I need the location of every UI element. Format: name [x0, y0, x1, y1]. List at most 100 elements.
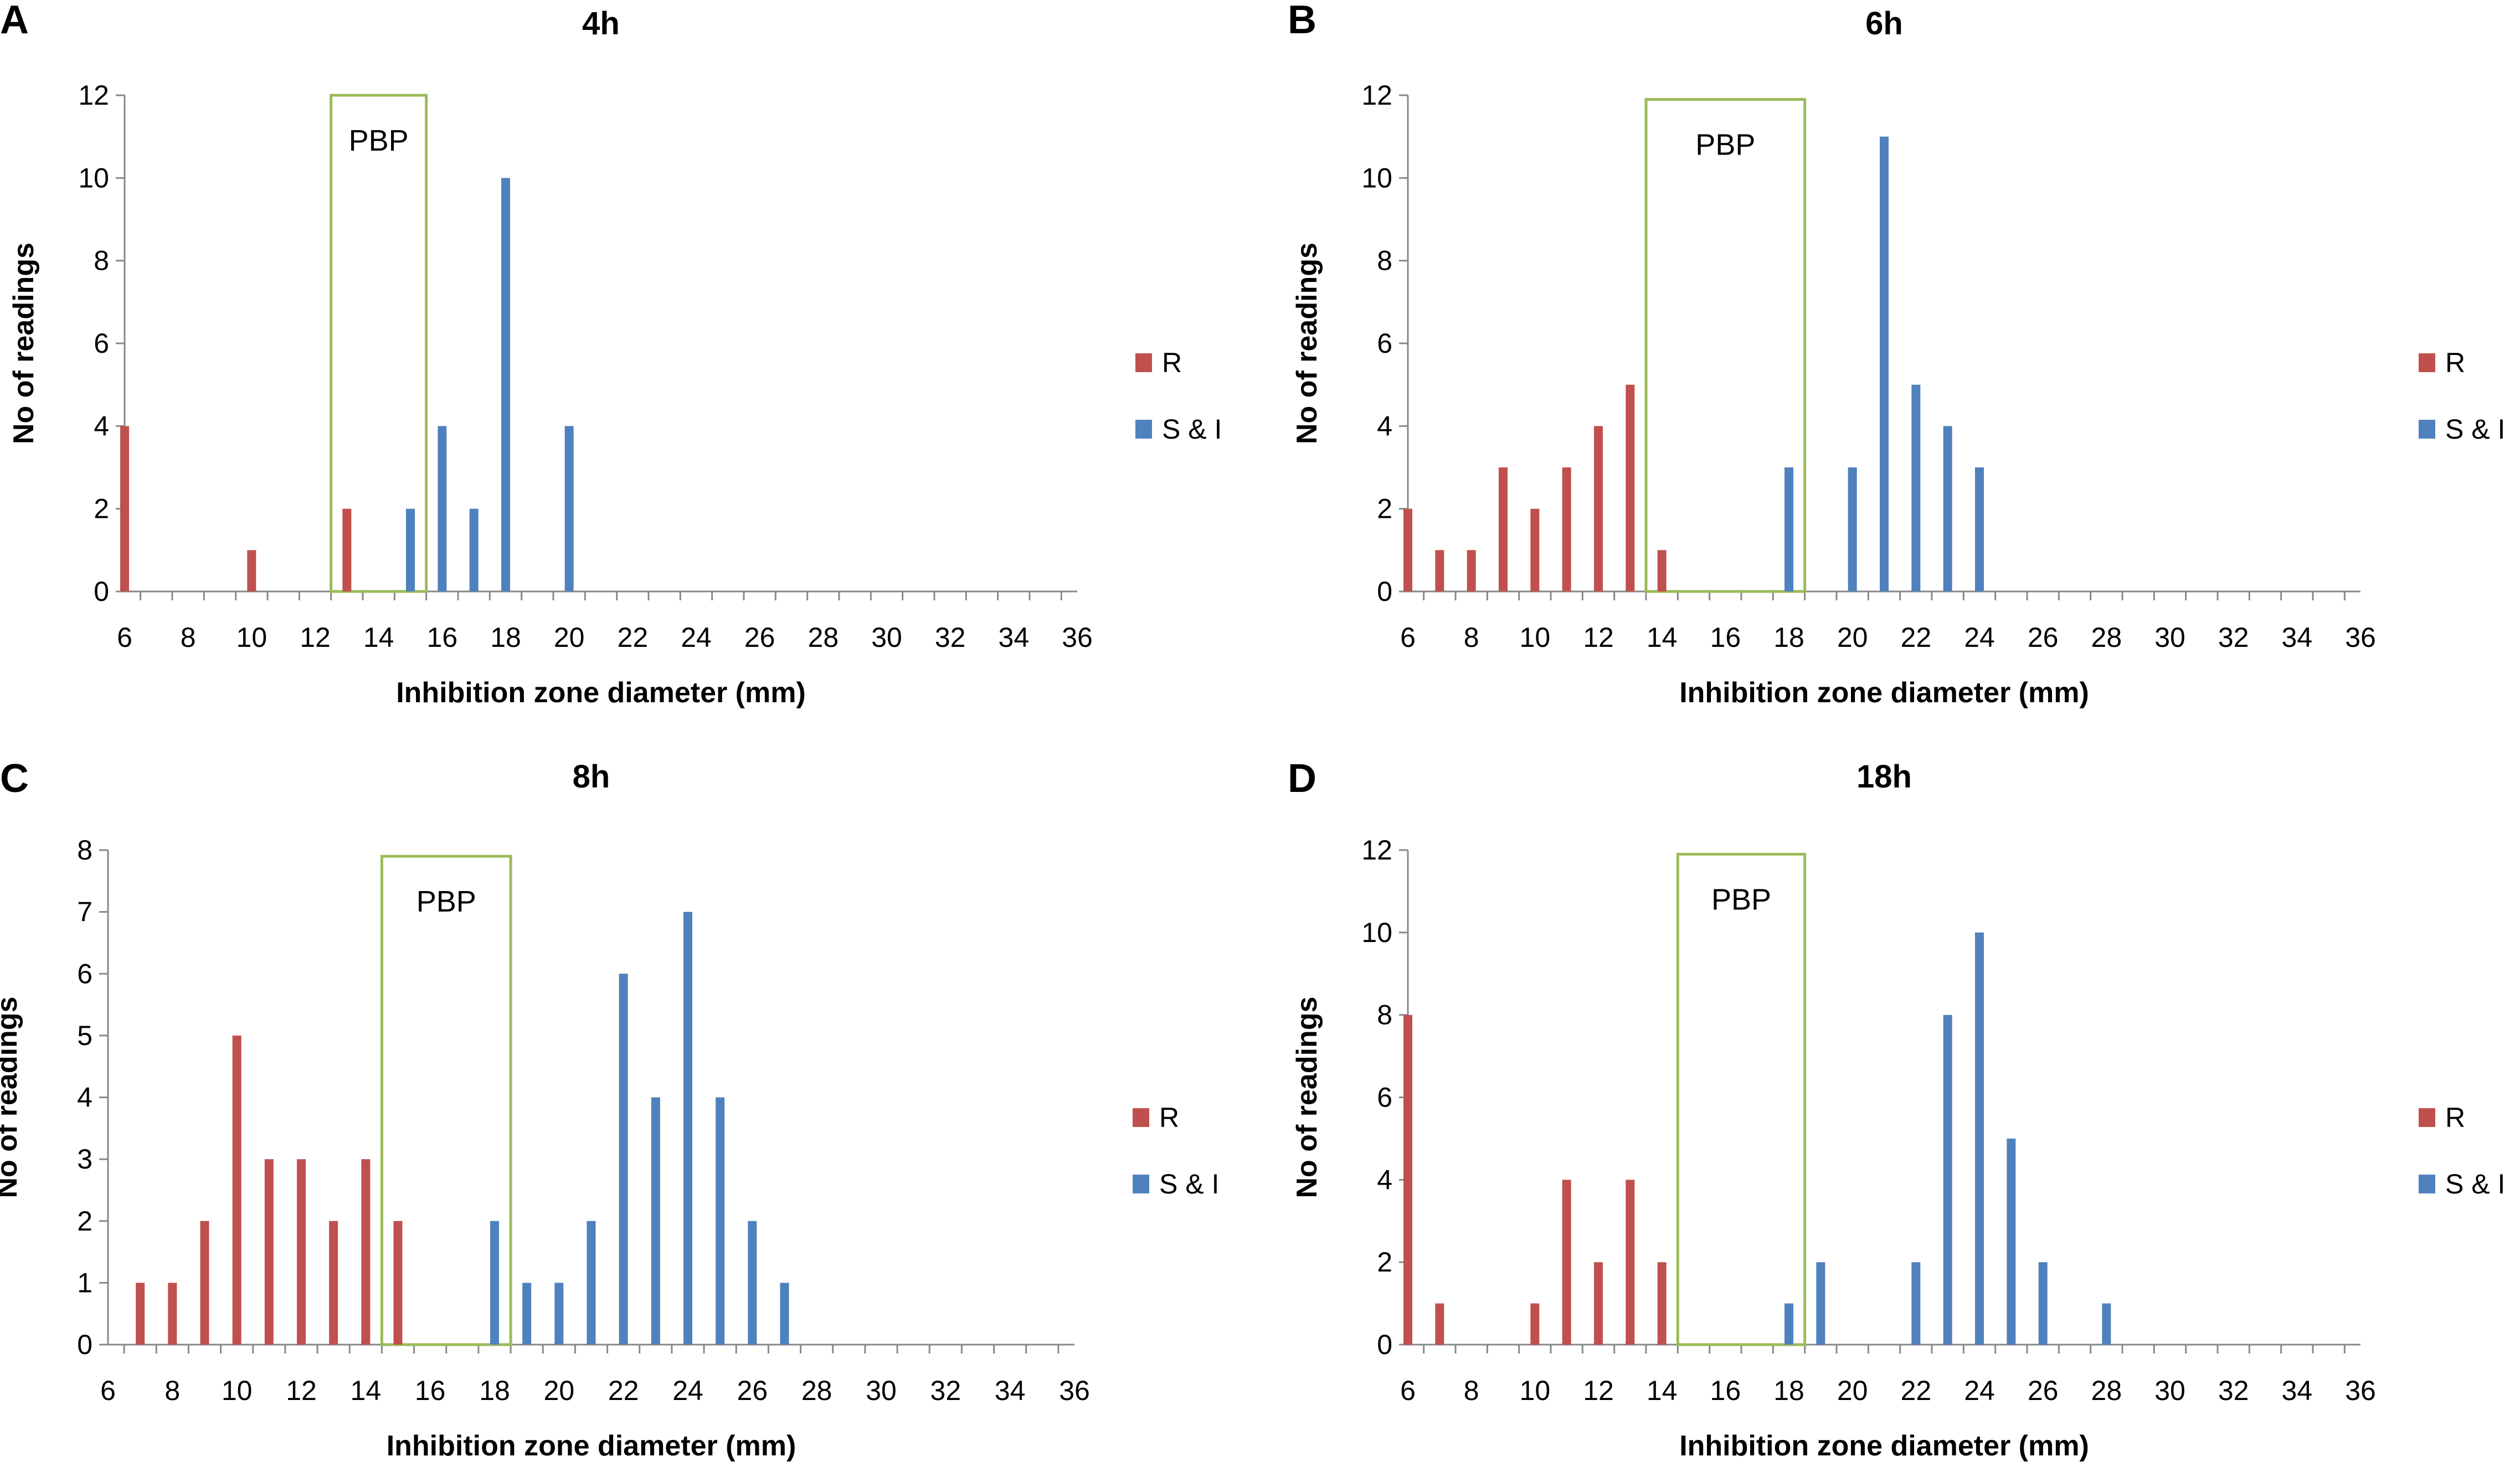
x-tick-label: 20: [544, 1375, 575, 1406]
x-tick-label: 6: [1400, 1375, 1416, 1406]
x-tick-label: 26: [2028, 622, 2059, 653]
y-tick-label: 4: [1377, 410, 1392, 441]
x-tick-label: 16: [1710, 622, 1741, 653]
legend-swatch-r: [1135, 353, 1152, 372]
y-tick-label: 2: [77, 1206, 92, 1237]
x-tick-label: 22: [1901, 622, 1932, 653]
bar-r-13mm: [342, 508, 352, 591]
bar-r-10mm: [1530, 508, 1540, 591]
bar-r-8mm: [168, 1283, 177, 1345]
x-tick-label: 32: [2218, 622, 2249, 653]
y-tick-label: 7: [77, 897, 92, 928]
bar-s-i-18mm: [501, 178, 510, 591]
x-tick-label: 24: [1964, 1375, 1995, 1406]
x-tick-label: 10: [236, 622, 268, 653]
bar-r-7mm: [1435, 1303, 1444, 1345]
bar-s-i-20mm: [554, 1283, 564, 1345]
pbp-box: [1676, 852, 1807, 1346]
bar-r-8mm: [1467, 550, 1476, 591]
x-tick-label: 18: [479, 1375, 510, 1406]
bar-r-6mm: [120, 426, 129, 591]
x-tick-label: 34: [999, 622, 1030, 653]
legend-swatch-s-i: [2419, 420, 2435, 439]
y-tick-label: 8: [94, 245, 109, 276]
legend-label-s-i: S & I: [1159, 1169, 1219, 1200]
bar-s-i-28mm: [2102, 1303, 2111, 1345]
x-tick-label: 14: [351, 1375, 382, 1406]
y-tick-label: 3: [77, 1144, 92, 1175]
bar-s-i-19mm: [1816, 1262, 1825, 1345]
bar-r-11mm: [1562, 1180, 1571, 1345]
x-tick-label: 20: [554, 622, 585, 653]
bar-r-10mm: [1530, 1303, 1540, 1345]
bar-r-10mm: [232, 1035, 241, 1345]
bar-r-14mm: [361, 1159, 371, 1345]
y-tick-label: 8: [1377, 245, 1392, 276]
legend-label-s-i: S & I: [2445, 414, 2505, 445]
x-tick-label: 26: [737, 1375, 768, 1406]
y-axis-label: No of readings: [8, 243, 40, 444]
x-tick-label: 12: [1583, 622, 1614, 653]
bar-r-7mm: [136, 1283, 145, 1345]
x-tick-label: 20: [1837, 622, 1868, 653]
x-tick-label: 36: [2345, 1375, 2376, 1406]
legend-label-r: R: [1159, 1102, 1179, 1133]
x-tick-label: 10: [222, 1375, 253, 1406]
pbp-box: [330, 94, 428, 593]
bar-r-13mm: [1626, 384, 1635, 591]
x-tick-label: 32: [930, 1375, 961, 1406]
x-tick-label: 8: [1464, 622, 1479, 653]
x-tick-label: 18: [1773, 1375, 1804, 1406]
bar-s-i-24mm: [1975, 467, 1984, 591]
bar-r-7mm: [1435, 550, 1444, 591]
x-tick-label: 24: [672, 1375, 703, 1406]
y-tick-label: 8: [1377, 1000, 1392, 1031]
x-tick-label: 22: [618, 622, 649, 653]
bar-r-6mm: [1403, 1015, 1412, 1345]
panel-letter: C: [0, 756, 29, 801]
bar-r-11mm: [1562, 467, 1571, 591]
x-tick-label: 28: [801, 1375, 832, 1406]
panel-letter: B: [1288, 0, 1316, 42]
x-tick-label: 26: [744, 622, 775, 653]
x-tick-label: 16: [415, 1375, 446, 1406]
x-tick-label: 16: [427, 622, 458, 653]
bar-s-i-15mm: [406, 508, 415, 591]
y-tick-label: 12: [1361, 835, 1392, 866]
legend-label-s-i: S & I: [1162, 414, 1222, 445]
bar-r-13mm: [1626, 1180, 1635, 1345]
x-tick-label: 36: [1062, 622, 1093, 653]
bar-s-i-18mm: [490, 1221, 499, 1345]
x-tick-label: 34: [2282, 1375, 2313, 1406]
x-tick-label: 10: [1520, 622, 1551, 653]
y-tick-label: 4: [1377, 1164, 1392, 1195]
x-tick-label: 30: [871, 622, 902, 653]
legend-swatch-s-i: [2419, 1175, 2435, 1193]
bar-s-i-22mm: [1911, 384, 1921, 591]
chart-title: 6h: [1865, 6, 1903, 42]
pbp-box: [1644, 97, 1807, 593]
bar-s-i-22mm: [619, 974, 628, 1345]
y-tick-label: 6: [94, 328, 109, 359]
bar-s-i-23mm: [651, 1097, 660, 1345]
x-tick-label: 36: [1059, 1375, 1090, 1406]
y-tick-label: 10: [78, 162, 109, 193]
y-tick-label: 0: [94, 576, 109, 607]
bar-s-i-26mm: [748, 1221, 757, 1345]
legend-label-r: R: [2445, 1102, 2465, 1133]
bar-r-6mm: [1403, 508, 1412, 591]
y-axis-label: No of readings: [0, 996, 23, 1198]
x-tick-label: 6: [1400, 622, 1416, 653]
y-tick-label: 0: [1377, 1329, 1392, 1360]
x-tick-label: 14: [1647, 1375, 1678, 1406]
bar-r-12mm: [1594, 426, 1603, 591]
x-axis-label: Inhibition zone diameter (mm): [1679, 677, 2089, 709]
y-tick-label: 6: [77, 958, 92, 989]
bar-s-i-24mm: [683, 912, 692, 1345]
bar-s-i-23mm: [1943, 1015, 1952, 1345]
x-axis-label: Inhibition zone diameter (mm): [396, 677, 806, 709]
bar-r-10mm: [247, 550, 256, 591]
